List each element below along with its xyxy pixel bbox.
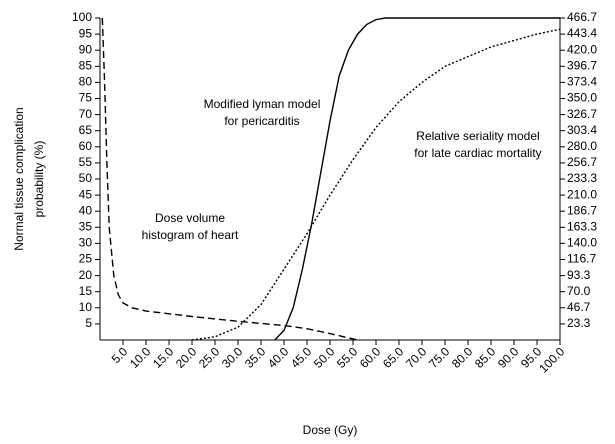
x-tick-label: 100.0: [536, 344, 567, 375]
y2-tick-label: 466.7: [567, 10, 597, 24]
y-tick-label: 100: [72, 10, 92, 24]
y2-tick-label: 116.7: [567, 252, 596, 266]
y-tick-label: 10: [79, 300, 93, 314]
y2-tick-label: 163.3: [567, 220, 597, 234]
y-tick-label: 90: [79, 42, 93, 56]
y2-tick-label: 373.4: [567, 75, 597, 89]
x-tick-label: 40.0: [265, 344, 292, 371]
y2-tick-label: 140.0: [567, 236, 597, 250]
y-tick-label: 35: [79, 219, 93, 233]
y2-tick-label: 396.7: [567, 58, 597, 72]
x-tick-label: 55.0: [334, 344, 361, 371]
x-tick-label: 85.0: [472, 344, 499, 371]
y2-tick-label: 233.3: [567, 171, 597, 185]
y-tick-label: 80: [79, 75, 93, 89]
x-tick-label: 30.0: [219, 344, 246, 371]
y-tick-label: 95: [79, 26, 93, 40]
x-tick-label: 20.0: [173, 344, 200, 371]
series-line: [191, 28, 561, 341]
series-line: [274, 17, 560, 341]
x-tick-label: 70.0: [403, 344, 430, 371]
x-tick-label: 80.0: [449, 344, 476, 371]
y2-tick-label: 70.0: [567, 284, 591, 298]
annotation: Dose volume: [155, 211, 225, 225]
y2-tick-label: 46.7: [567, 300, 591, 314]
y-tick-label: 30: [79, 236, 93, 250]
y-tick-label: 25: [79, 252, 93, 266]
x-tick-label: 25.0: [196, 344, 223, 371]
series-line: [101, 17, 358, 341]
x-tick-label: 45.0: [288, 344, 315, 371]
x-tick-label: 35.0: [242, 344, 269, 371]
y-tick-label: 75: [79, 91, 93, 105]
annotation: for pericarditis: [224, 114, 299, 128]
y2-tick-label: 420.0: [567, 42, 597, 56]
y2-tick-label: 93.3: [567, 268, 591, 282]
y-tick-label: 60: [79, 139, 93, 153]
y2-tick-label: 256.7: [567, 155, 597, 169]
x-tick-label: 60.0: [357, 344, 384, 371]
y-tick-label: 55: [79, 155, 93, 169]
x-axis-label: Dose (Gy): [303, 423, 358, 437]
y2-tick-label: 350.0: [567, 91, 597, 105]
x-tick-label: 75.0: [426, 344, 453, 371]
y-tick-label: 50: [79, 171, 93, 185]
y2-tick-label: 326.7: [567, 107, 597, 121]
x-tick-label: 5.0: [109, 344, 131, 366]
x-tick-label: 90.0: [495, 344, 522, 371]
x-tick-label: 65.0: [380, 344, 407, 371]
annotation: Relative seriality model: [416, 129, 539, 143]
annotation: Modified lyman model: [204, 97, 321, 111]
annotation: for late cardiac mortality: [414, 146, 541, 160]
y-tick-label: 70: [79, 107, 93, 121]
y2-tick-label: 443.4: [567, 26, 597, 40]
y-tick-label: 15: [79, 284, 93, 298]
y-tick-label: 20: [79, 268, 93, 282]
y2-tick-label: 210.0: [567, 187, 597, 201]
y-axis-label: probability (%): [32, 141, 46, 218]
y-tick-label: 5: [85, 316, 92, 330]
x-tick-label: 10.0: [127, 344, 154, 371]
y-tick-label: 40: [79, 203, 93, 217]
y2-tick-label: 186.7: [567, 203, 597, 217]
y-tick-label: 65: [79, 123, 93, 137]
y2-tick-label: 303.4: [567, 123, 597, 137]
y-tick-label: 45: [79, 187, 93, 201]
x-tick-label: 15.0: [150, 344, 177, 371]
y2-tick-label: 280.0: [567, 139, 597, 153]
y-tick-label: 85: [79, 58, 93, 72]
x-tick-label: 50.0: [311, 344, 338, 371]
annotation: histogram of heart: [142, 228, 239, 242]
y2-tick-label: 23.3: [567, 316, 591, 330]
y-axis-label: Normal tissue complication: [12, 107, 26, 250]
